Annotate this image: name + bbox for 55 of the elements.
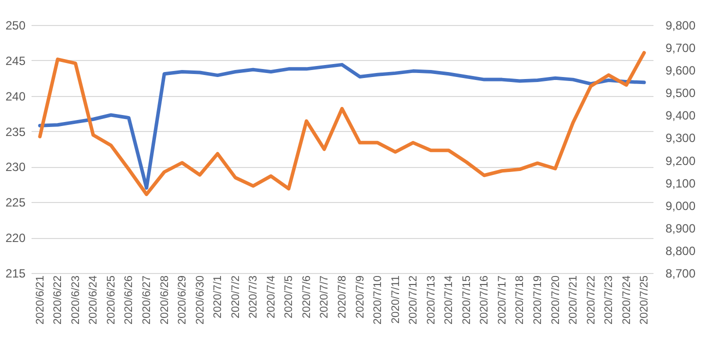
- y2-tick-label: 9,300: [666, 131, 696, 146]
- y-tick-label: 230: [5, 160, 26, 174]
- y2-tick-label: 9,200: [666, 154, 696, 168]
- x-tick-label: 2020/7/9: [354, 276, 366, 318]
- x-tick-label: 2020/7/12: [408, 276, 420, 324]
- x-tick-label: 2020/7/22: [585, 276, 598, 324]
- y2-tick-label: 9,800: [666, 18, 696, 32]
- x-tick-label: 2020/7/8: [336, 276, 348, 318]
- y-tick-label: 215: [5, 266, 26, 280]
- x-tick-label: 2020/7/10: [372, 276, 384, 324]
- x-tick-label: 2020/7/5: [283, 276, 296, 318]
- y2-tick-label: 9,000: [666, 198, 696, 213]
- y2-tick-label: 8,800: [666, 244, 696, 258]
- x-tick-label: 2020/7/18: [514, 276, 526, 324]
- y2-tick-label: 9,100: [666, 176, 696, 190]
- y-tick-label: 220: [5, 231, 26, 246]
- x-tick-label: 2020/7/15: [460, 276, 473, 324]
- y-tick-label: 225: [5, 196, 26, 210]
- x-tick-label: 2020/6/28: [158, 276, 171, 324]
- y2-tick-label: 8,900: [666, 221, 696, 236]
- x-tick-label: 2020/7/13: [425, 276, 438, 324]
- x-tick-label: 2020/6/29: [176, 276, 189, 324]
- y-tick-label: 235: [5, 124, 26, 139]
- x-tick-label: 2020/7/14: [443, 276, 456, 324]
- x-tick-label: 2020/7/3: [248, 276, 260, 318]
- x-tick-label: 2020/7/20: [550, 276, 562, 324]
- x-tick-label: 2020/6/26: [123, 276, 136, 324]
- x-tick-label: 2020/7/16: [478, 276, 491, 324]
- y-tick-label: 250: [5, 18, 26, 32]
- x-tick-label: 2020/7/11: [390, 276, 402, 324]
- x-tick-label: 2020/6/25: [105, 276, 118, 324]
- x-tick-label: 2020/6/24: [88, 276, 100, 324]
- y2-tick-label: 9,600: [666, 64, 696, 78]
- y2-tick-label: 9,400: [666, 108, 696, 123]
- x-tick-label: 2020/7/23: [603, 276, 616, 324]
- y2-tick-label: 9,500: [666, 86, 696, 100]
- x-tick-label: 2020/7/1: [212, 276, 224, 318]
- x-tick-label: 2020/7/4: [265, 276, 278, 318]
- x-tick-label: 2020/6/23: [70, 276, 82, 324]
- x-tick-label: 2020/6/21: [34, 276, 46, 324]
- y-tick-label: 240: [5, 89, 26, 104]
- x-tick-label: 2020/7/7: [318, 276, 331, 318]
- x-tick-label: 2020/7/6: [300, 276, 313, 318]
- x-tick-label: 2020/6/27: [141, 276, 154, 324]
- x-tick-label: 2020/7/24: [620, 276, 633, 324]
- x-tick-label: 2020/7/21: [568, 276, 580, 324]
- y2-tick-label: 9,700: [666, 41, 696, 56]
- x-tick-label: 2020/6/22: [52, 276, 64, 324]
- x-tick-label: 2020/7/2: [230, 276, 242, 318]
- x-tick-label: 2020/7/25: [638, 276, 651, 324]
- x-tick-label: 2020/7/19: [532, 276, 544, 324]
- x-tick-label: 2020/6/30: [194, 276, 206, 324]
- y2-tick-label: 8,700: [666, 266, 696, 280]
- y-tick-label: 245: [5, 54, 26, 68]
- x-tick-label: 2020/7/17: [496, 276, 508, 324]
